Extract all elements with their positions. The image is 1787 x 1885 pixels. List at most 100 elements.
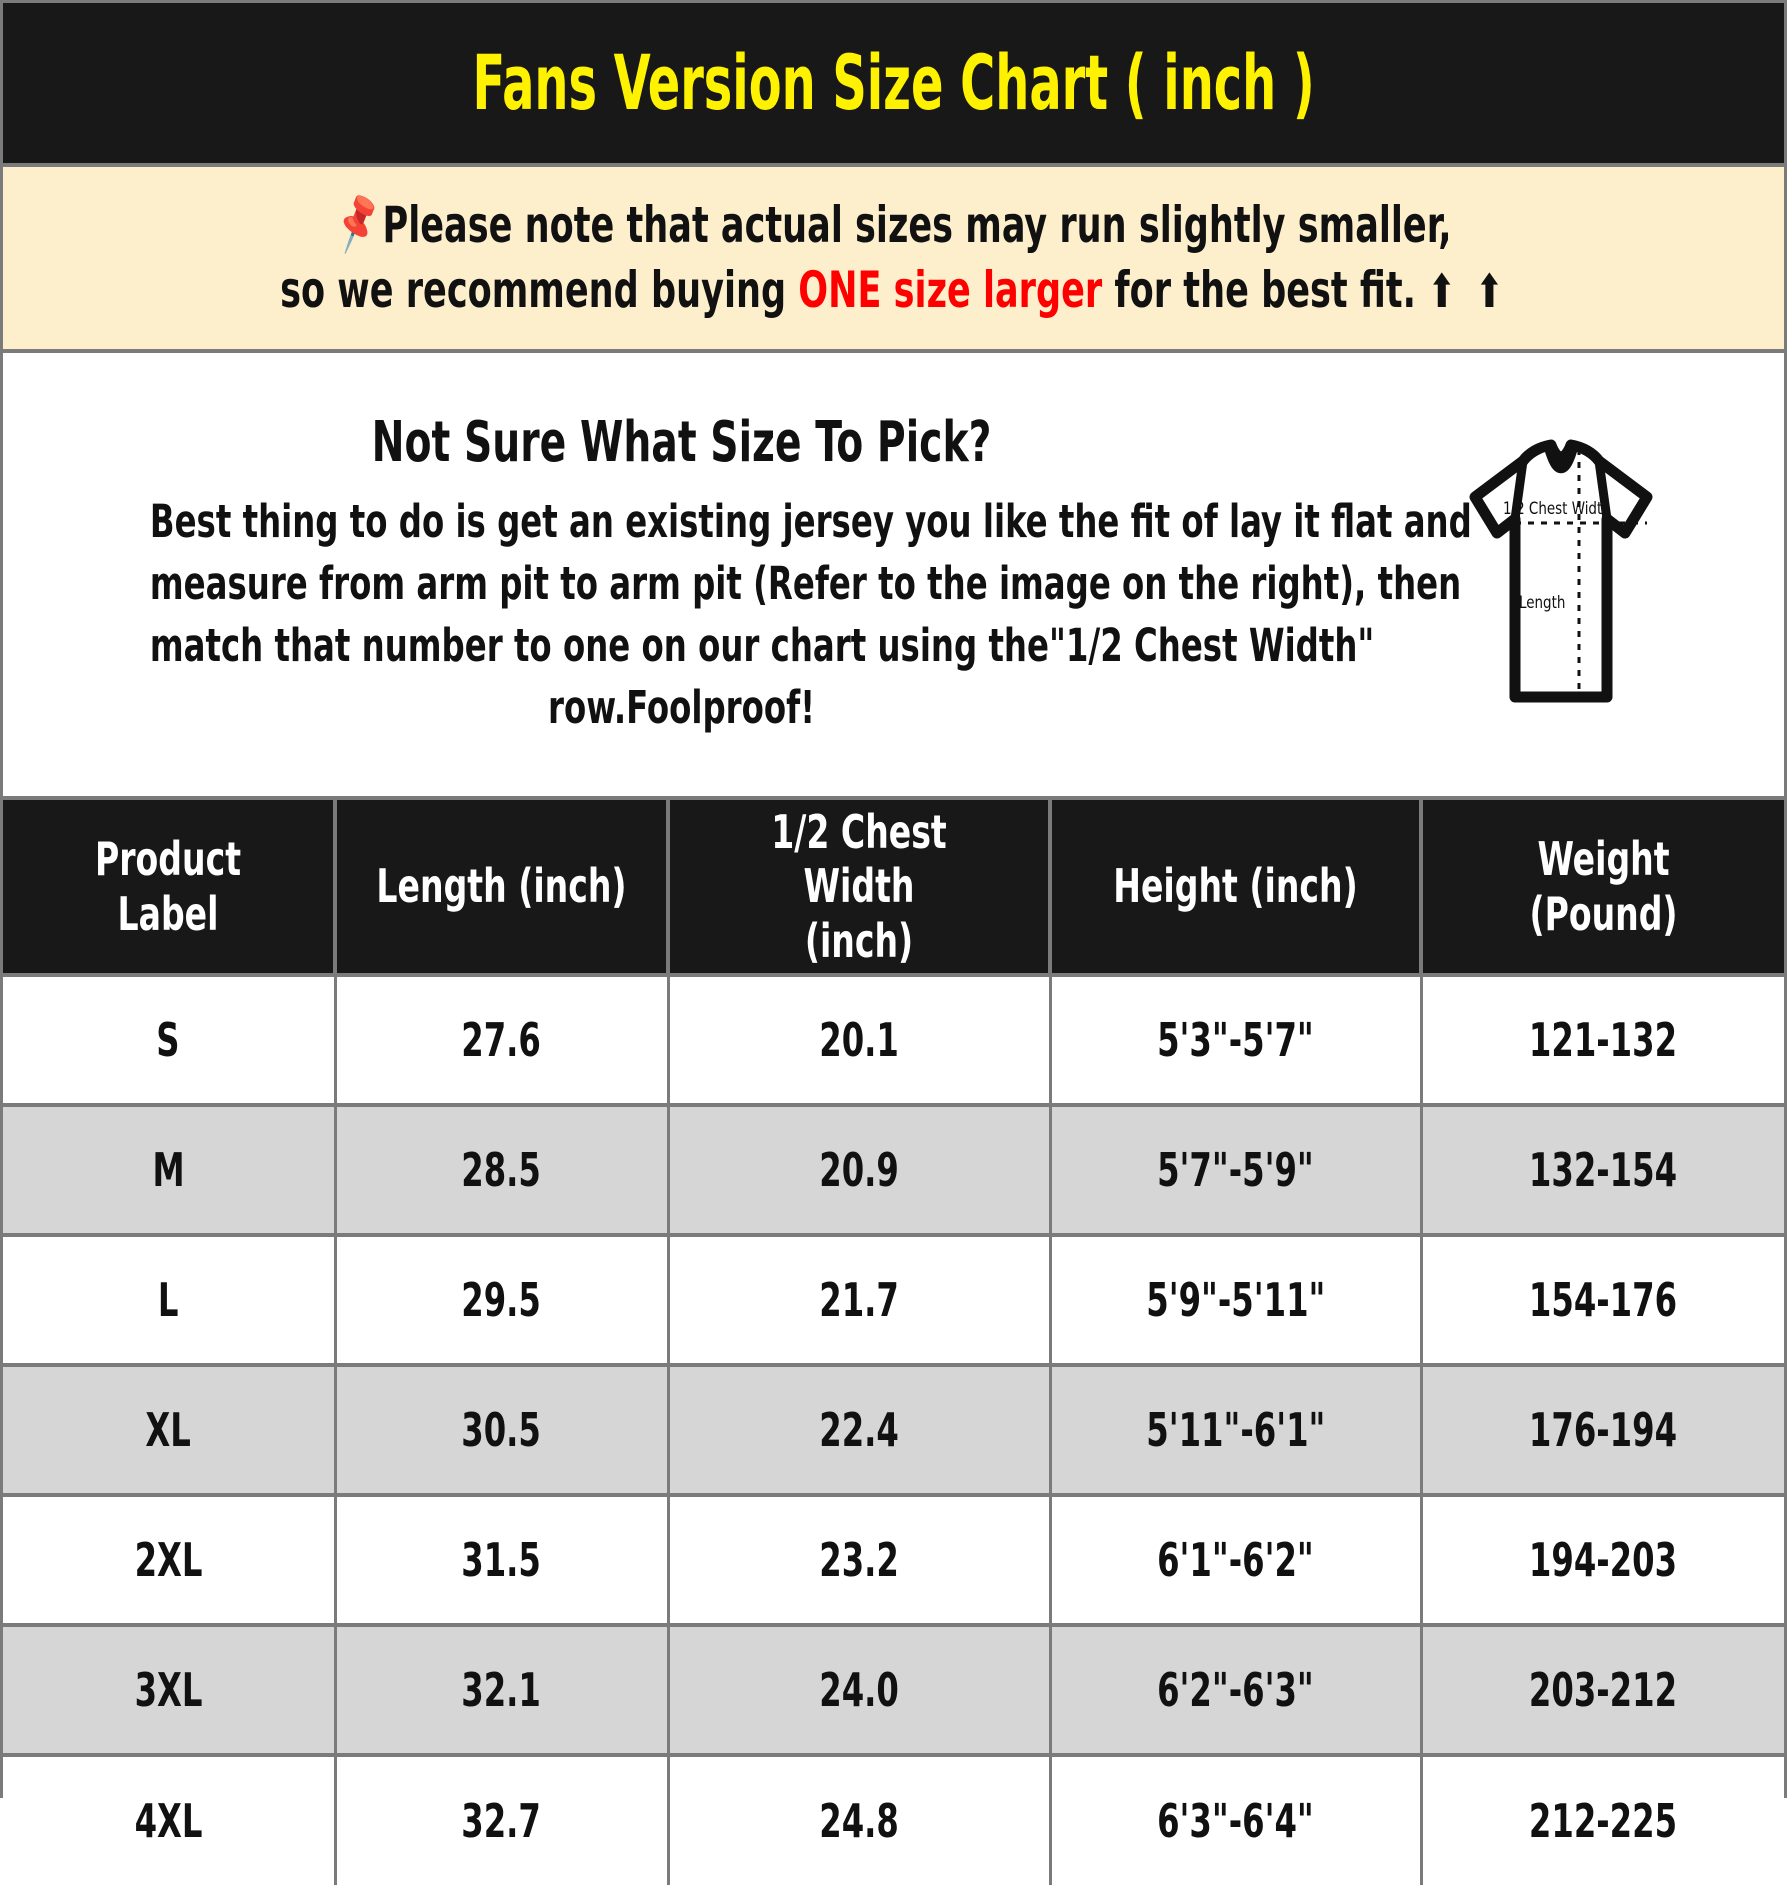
column-header-height: Height (inch) (1050, 800, 1423, 977)
cell-text: 24.8 (819, 1794, 899, 1848)
note-line-2: so we recommend buying ONE size larger f… (280, 258, 1507, 323)
cell-height: 5'11"-6'1" (1050, 1365, 1423, 1497)
cell-height: 5'7"-5'9" (1050, 1105, 1423, 1237)
cell-text: 20.1 (819, 1013, 899, 1067)
cell-half-chest: 24.8 (668, 1755, 1052, 1885)
cell-text: 6'3"-6'4" (1157, 1794, 1314, 1848)
header-line: (Pound) (1529, 886, 1678, 941)
info-body-line: measure from arm pit to arm pit (Refer t… (149, 556, 1462, 610)
cell-text: 132-154 (1529, 1143, 1678, 1197)
info-body: Best thing to do is get an existing jers… (17, 491, 1472, 739)
header-line: 1/2 Chest Width (771, 805, 947, 914)
cell-half-chest: 20.1 (668, 975, 1052, 1107)
info-body-line: match that number to one on our chart us… (149, 619, 1375, 672)
header-line: Length (inch) (376, 859, 627, 914)
cell-half-chest: 24.0 (668, 1625, 1052, 1757)
cell-weight: 154-176 (1421, 1235, 1784, 1367)
cell-text: 154-176 (1529, 1273, 1678, 1327)
cell-text: 5'9"-5'11" (1145, 1273, 1326, 1327)
cell-text: 176-194 (1529, 1403, 1678, 1457)
tshirt-diagram-icon: 1/2 Chest Width Length (1411, 425, 1711, 725)
cell-half-chest: 20.9 (668, 1105, 1052, 1237)
cell-text: 22.4 (819, 1403, 899, 1457)
info-body-line: row.Foolproof! (548, 681, 815, 735)
cell-length: 31.5 (335, 1495, 670, 1627)
table-row: M 28.5 20.9 5'7"-5'9" 132-154 (3, 1105, 1784, 1237)
cell-height: 6'2"-6'3" (1050, 1625, 1423, 1757)
cell-height: 5'9"-5'11" (1050, 1235, 1423, 1367)
header-line: Label (117, 886, 219, 941)
cell-text: 21.7 (819, 1273, 899, 1327)
up-arrow-icon: ⬆ ⬆ (1427, 264, 1508, 318)
header-line: Height (inch) (1113, 859, 1358, 914)
table-row: XL 30.5 22.4 5'11"-6'1" 176-194 (3, 1365, 1784, 1497)
table-row: 4XL 32.7 24.8 6'3"-6'4" 212-225 (3, 1755, 1784, 1885)
cell-size: 3XL (3, 1625, 337, 1757)
header-line: Product (94, 832, 242, 887)
page-title: Fans Version Size Chart ( inch ) (472, 38, 1315, 127)
size-table: Product Label Length (inch) 1/2 Chest Wi… (3, 800, 1784, 1885)
cell-text: 2XL (134, 1533, 203, 1587)
cell-weight: 132-154 (1421, 1105, 1784, 1237)
cell-text: L (157, 1273, 179, 1327)
diagram-length-label: Length (1519, 592, 1566, 613)
cell-text: 6'1"-6'2" (1157, 1533, 1314, 1587)
cell-text: 23.2 (819, 1533, 899, 1587)
cell-half-chest: 21.7 (668, 1235, 1052, 1367)
cell-half-chest: 22.4 (668, 1365, 1052, 1497)
cell-text: 194-203 (1529, 1533, 1678, 1587)
cell-size: 4XL (3, 1755, 337, 1885)
table-header-row: Product Label Length (inch) 1/2 Chest Wi… (3, 800, 1784, 977)
cell-weight: 194-203 (1421, 1495, 1784, 1627)
cell-text: 28.5 (461, 1143, 542, 1197)
note-line-2-pre: so we recommend buying (279, 261, 798, 319)
cell-size: M (3, 1105, 337, 1237)
info-band: Not Sure What Size To Pick? Best thing t… (3, 353, 1784, 800)
column-header-product-label: Product Label (3, 800, 337, 977)
cell-length: 32.1 (335, 1625, 670, 1757)
cell-text: 32.7 (461, 1794, 542, 1848)
header-line: Weight (1537, 832, 1670, 887)
header-line: (inch) (804, 913, 914, 968)
cell-text: 203-212 (1529, 1663, 1678, 1717)
note-line-2-post: for the best fit. (1101, 261, 1428, 319)
cell-size: 2XL (3, 1495, 337, 1627)
cell-text: 5'3"-5'7" (1157, 1013, 1314, 1067)
cell-text: XL (145, 1403, 191, 1457)
note-band: 📌Please note that actual sizes may run s… (3, 163, 1784, 353)
note-line-1: 📌Please note that actual sizes may run s… (329, 188, 1452, 258)
column-header-half-chest-width: 1/2 Chest Width (inch) (668, 800, 1052, 977)
cell-text: 30.5 (461, 1403, 542, 1457)
info-heading: Not Sure What Size To Pick? (371, 409, 992, 475)
table-row: L 29.5 21.7 5'9"-5'11" 154-176 (3, 1235, 1784, 1367)
cell-text: 5'11"-6'1" (1145, 1403, 1326, 1457)
cell-text: 31.5 (461, 1533, 542, 1587)
cell-height: 6'3"-6'4" (1050, 1755, 1423, 1885)
table-row: S 27.6 20.1 5'3"-5'7" 121-132 (3, 975, 1784, 1107)
info-text-block: Not Sure What Size To Pick? Best thing t… (11, 409, 1472, 739)
cell-length: 30.5 (335, 1365, 670, 1497)
cell-text: 3XL (134, 1663, 203, 1717)
cell-text: M (152, 1143, 185, 1197)
cell-text: 5'7"-5'9" (1157, 1143, 1314, 1197)
cell-text: 212-225 (1529, 1794, 1678, 1848)
info-body-line: Best thing to do is get an existing jers… (149, 494, 1472, 548)
column-header-weight: Weight (Pound) (1421, 800, 1784, 977)
cell-height: 6'1"-6'2" (1050, 1495, 1423, 1627)
cell-height: 5'3"-5'7" (1050, 975, 1423, 1107)
note-line-1-text: Please note that actual sizes may run sl… (382, 196, 1452, 254)
diagram-chest-label: 1/2 Chest Width (1503, 498, 1611, 519)
cell-weight: 176-194 (1421, 1365, 1784, 1497)
cell-length: 32.7 (335, 1755, 670, 1885)
cell-weight: 203-212 (1421, 1625, 1784, 1757)
cell-text: 6'2"-6'3" (1157, 1663, 1314, 1717)
cell-half-chest: 23.2 (668, 1495, 1052, 1627)
cell-text: S (156, 1013, 180, 1067)
cell-text: 121-132 (1529, 1013, 1678, 1067)
table-row: 2XL 31.5 23.2 6'1"-6'2" 194-203 (3, 1495, 1784, 1627)
cell-size: XL (3, 1365, 337, 1497)
cell-length: 29.5 (335, 1235, 670, 1367)
cell-size: L (3, 1235, 337, 1367)
cell-text: 20.9 (819, 1143, 899, 1197)
